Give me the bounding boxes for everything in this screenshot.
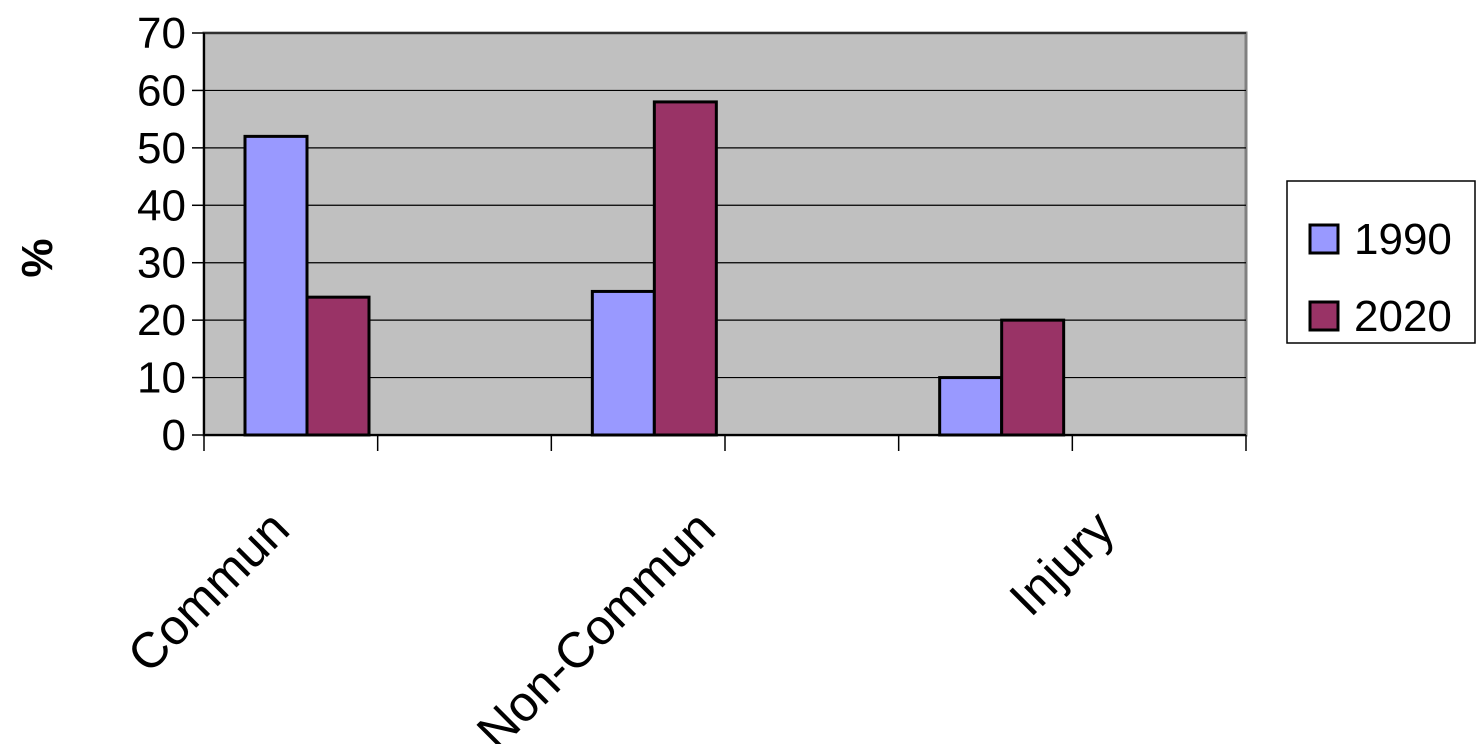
bars	[243, 100, 1066, 437]
bar-1990-Non-Commun	[590, 289, 656, 437]
plot-area	[202, 31, 1248, 437]
category-labels: Commun Non-Commun Injury	[117, 500, 1125, 744]
y-tick-label: 10	[137, 354, 186, 403]
legend: 1990 2020	[1286, 180, 1476, 344]
gridlines	[204, 32, 1246, 379]
y-tick-label: 0	[162, 411, 186, 460]
y-tick-label: 40	[137, 181, 186, 230]
x-category-label: Commun	[117, 500, 300, 683]
x-category-label: Non-Commun	[466, 500, 726, 744]
x-category-label: Injury	[999, 500, 1125, 626]
bar-1990-Commun	[243, 134, 309, 437]
x-axis-ticks	[203, 435, 1247, 451]
y-tick-label: 30	[137, 239, 186, 288]
legend-label-2020: 2020	[1354, 292, 1452, 341]
legend-label-1990: 1990	[1354, 215, 1452, 264]
bar-2020-Commun	[305, 295, 371, 437]
y-axis-ticks: 0 10 20 30 40 50 60 70	[137, 9, 204, 460]
y-tick-label: 50	[137, 124, 186, 173]
bar-2020-Injury	[1000, 318, 1066, 437]
y-tick-label: 60	[137, 66, 186, 115]
y-tick-label: 20	[137, 296, 186, 345]
legend-swatch-2020	[1308, 300, 1340, 332]
bar-2020-Non-Commun	[652, 100, 718, 437]
y-axis-title: %	[13, 238, 62, 277]
y-tick-label: 70	[137, 9, 186, 58]
bar-1990-Injury	[938, 376, 1004, 437]
legend-swatch-1990	[1308, 223, 1340, 255]
